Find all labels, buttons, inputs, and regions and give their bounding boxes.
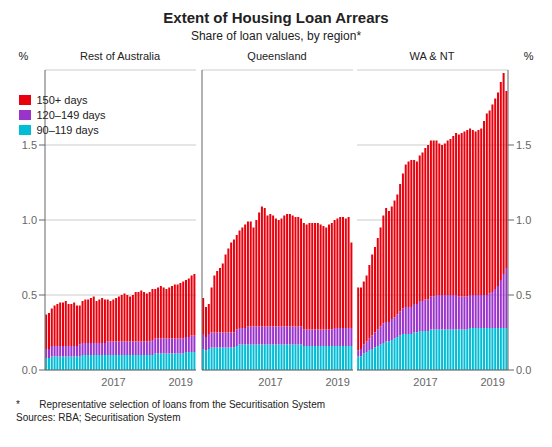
svg-text:0.0: 0.0 — [516, 364, 531, 376]
html-text:Queensland: Queensland — [247, 50, 307, 62]
svg-text:2017: 2017 — [413, 376, 437, 388]
svg-text:0.5: 0.5 — [516, 289, 531, 301]
svg-text:1.0: 1.0 — [516, 214, 531, 226]
svg-text:1.5: 1.5 — [21, 139, 36, 151]
svg-text:0.5: 0.5 — [21, 289, 36, 301]
svg-text:1.5: 1.5 — [516, 139, 531, 151]
html-text:WA & NT: WA & NT — [409, 50, 455, 62]
svg-text:2017: 2017 — [258, 376, 282, 388]
html-text:Extent of Housing Loan Arrears: Extent of Housing Loan Arrears — [163, 9, 389, 26]
html-text:90–119 days: 90–119 days — [36, 124, 99, 136]
svg-text:2017: 2017 — [101, 376, 125, 388]
html-text:120–149 days: 120–149 days — [36, 109, 106, 121]
svg-text:2019: 2019 — [168, 376, 192, 388]
html-text:Rest of Australia: Rest of Australia — [80, 50, 160, 62]
svg-text:1.0: 1.0 — [21, 214, 36, 226]
html-text:150+ days: 150+ days — [36, 94, 88, 106]
svg-text:2019: 2019 — [480, 376, 504, 388]
html-text:Sources: RBA; Securitisation S: Sources: RBA; Securitisation System — [16, 412, 181, 423]
svg-text:2019: 2019 — [325, 376, 349, 388]
html-text:Share of loan values, by regio: Share of loan values, by region* — [190, 29, 361, 43]
html-text:* Representative selection of: * Representative selection of loans from… — [16, 399, 325, 410]
svg-text:0.0: 0.0 — [21, 364, 36, 376]
